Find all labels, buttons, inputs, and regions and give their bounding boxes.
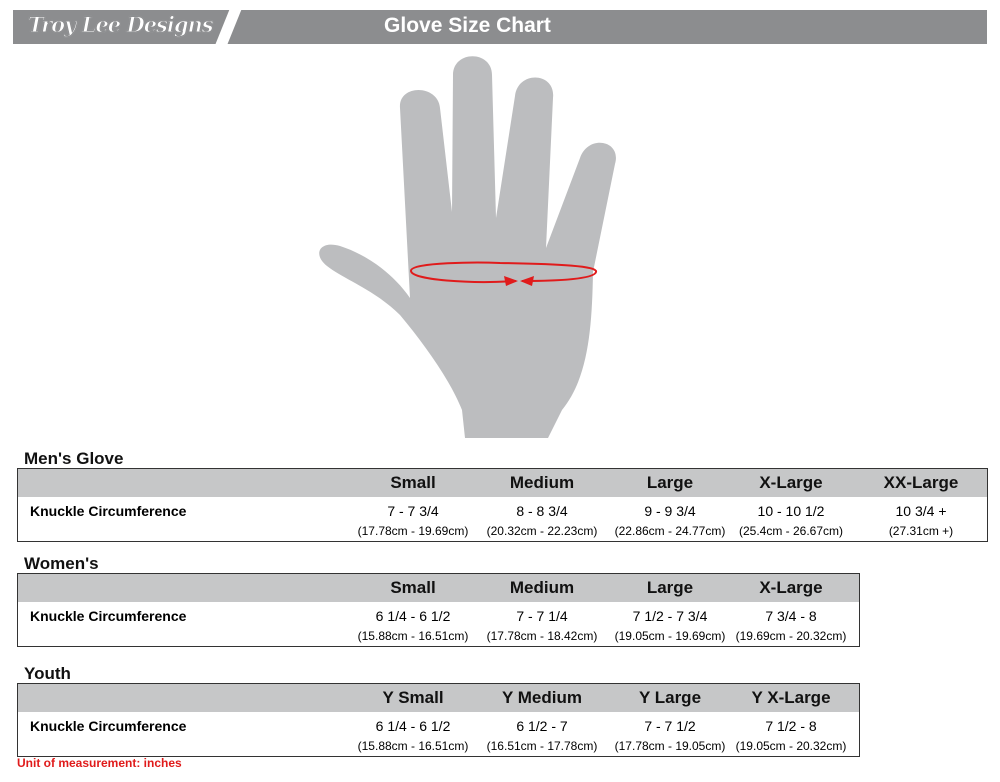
row-label: Knuckle Circumference	[30, 503, 187, 519]
size-table: Small Medium Large X-Large XX-Large Knuckle C…	[17, 468, 988, 542]
inch-value: 10 - 10 1/2	[757, 503, 825, 519]
size-header: Y X-Large	[751, 688, 831, 707]
table-row: Knuckle Circumference 6 1/4 - 6 1/2 (15.88…	[18, 602, 859, 646]
brand-logo: Troy Lee Designs	[28, 12, 215, 38]
page-title: Glove Size Chart	[384, 14, 551, 37]
inch-value: 7 1/2 - 7 3/4	[632, 608, 708, 624]
table-header-row: Small Medium Large X-Large	[18, 574, 859, 602]
row-label: Knuckle Circumference	[30, 718, 187, 734]
inch-value: 7 1/2 - 8	[765, 718, 817, 734]
inch-value: 6 1/4 - 6 1/2	[375, 608, 451, 624]
inch-value: 7 3/4 - 8	[765, 608, 817, 624]
inch-value: 10 3/4 +	[895, 503, 947, 519]
size-header: Small	[390, 473, 436, 492]
inch-value: 9 - 9 3/4	[644, 503, 696, 519]
cm-value: (27.31cm +)	[888, 524, 954, 538]
size-header: Y Medium	[502, 688, 582, 707]
cm-value: (17.78cm - 19.69cm)	[357, 524, 469, 538]
cm-value: (17.78cm - 19.05cm)	[614, 739, 726, 753]
cm-value: (17.78cm - 18.42cm)	[486, 629, 598, 643]
size-header: Large	[646, 473, 694, 492]
inch-value: 6 1/4 - 6 1/2	[375, 718, 451, 734]
table-header-row: Y Small Y Medium Y Large Y X-Large	[18, 684, 859, 712]
arrow-head-left	[504, 276, 518, 286]
section-title: Men's Glove	[24, 449, 124, 468]
header-bar	[13, 10, 987, 44]
cm-value: (19.69cm - 20.32cm)	[735, 629, 847, 643]
inch-value: 7 - 7 3/4	[387, 503, 439, 519]
cm-value: (22.86cm - 24.77cm)	[614, 524, 726, 538]
table-header-row: Small Medium Large X-Large XX-Large	[18, 469, 987, 497]
size-header: XX-Large	[883, 473, 959, 492]
cm-value: (15.88cm - 16.51cm)	[357, 739, 469, 753]
size-header: Medium	[509, 578, 575, 597]
arrow-head-right	[520, 276, 534, 286]
table-row: Knuckle Circumference 7 - 7 3/4 (17.78cm -…	[18, 497, 987, 541]
row-label: Knuckle Circumference	[30, 608, 187, 624]
cm-value: (20.32cm - 22.23cm)	[486, 524, 598, 538]
section-title: Youth	[24, 664, 71, 683]
size-header: X-Large	[759, 473, 823, 492]
hand-shape	[319, 56, 616, 438]
inch-value: 7 - 7 1/4	[516, 608, 568, 624]
size-header: X-Large	[759, 578, 823, 597]
size-header: Medium	[509, 473, 575, 492]
cm-value: (16.51cm - 17.78cm)	[486, 739, 598, 753]
cm-value: (19.05cm - 19.69cm)	[614, 629, 726, 643]
knuckle-measure-arrows	[409, 261, 597, 283]
size-header: Large	[646, 578, 694, 597]
size-table: Y Small Y Medium Y Large Y X-Large Knuckle C…	[17, 683, 860, 757]
cm-value: (25.4cm - 26.67cm)	[738, 524, 844, 538]
inch-value: 6 1/2 - 7	[516, 718, 568, 734]
inch-value: 8 - 8 3/4	[516, 503, 568, 519]
table-row: Knuckle Circumference 6 1/4 - 6 1/2 (15.88…	[18, 712, 859, 756]
section-title: Women's	[24, 554, 99, 573]
size-header: Small	[390, 578, 436, 597]
inch-value: 7 - 7 1/2	[644, 718, 696, 734]
hand-illustration	[319, 56, 616, 438]
cm-value: (15.88cm - 16.51cm)	[357, 629, 469, 643]
size-table: Small Medium Large X-Large Knuckle Circumfer…	[17, 573, 860, 647]
size-header: Y Large	[638, 688, 702, 707]
unit-note: Unit of measurement: inches	[17, 756, 182, 770]
cm-value: (19.05cm - 20.32cm)	[735, 739, 847, 753]
size-header: Y Small	[382, 688, 444, 707]
